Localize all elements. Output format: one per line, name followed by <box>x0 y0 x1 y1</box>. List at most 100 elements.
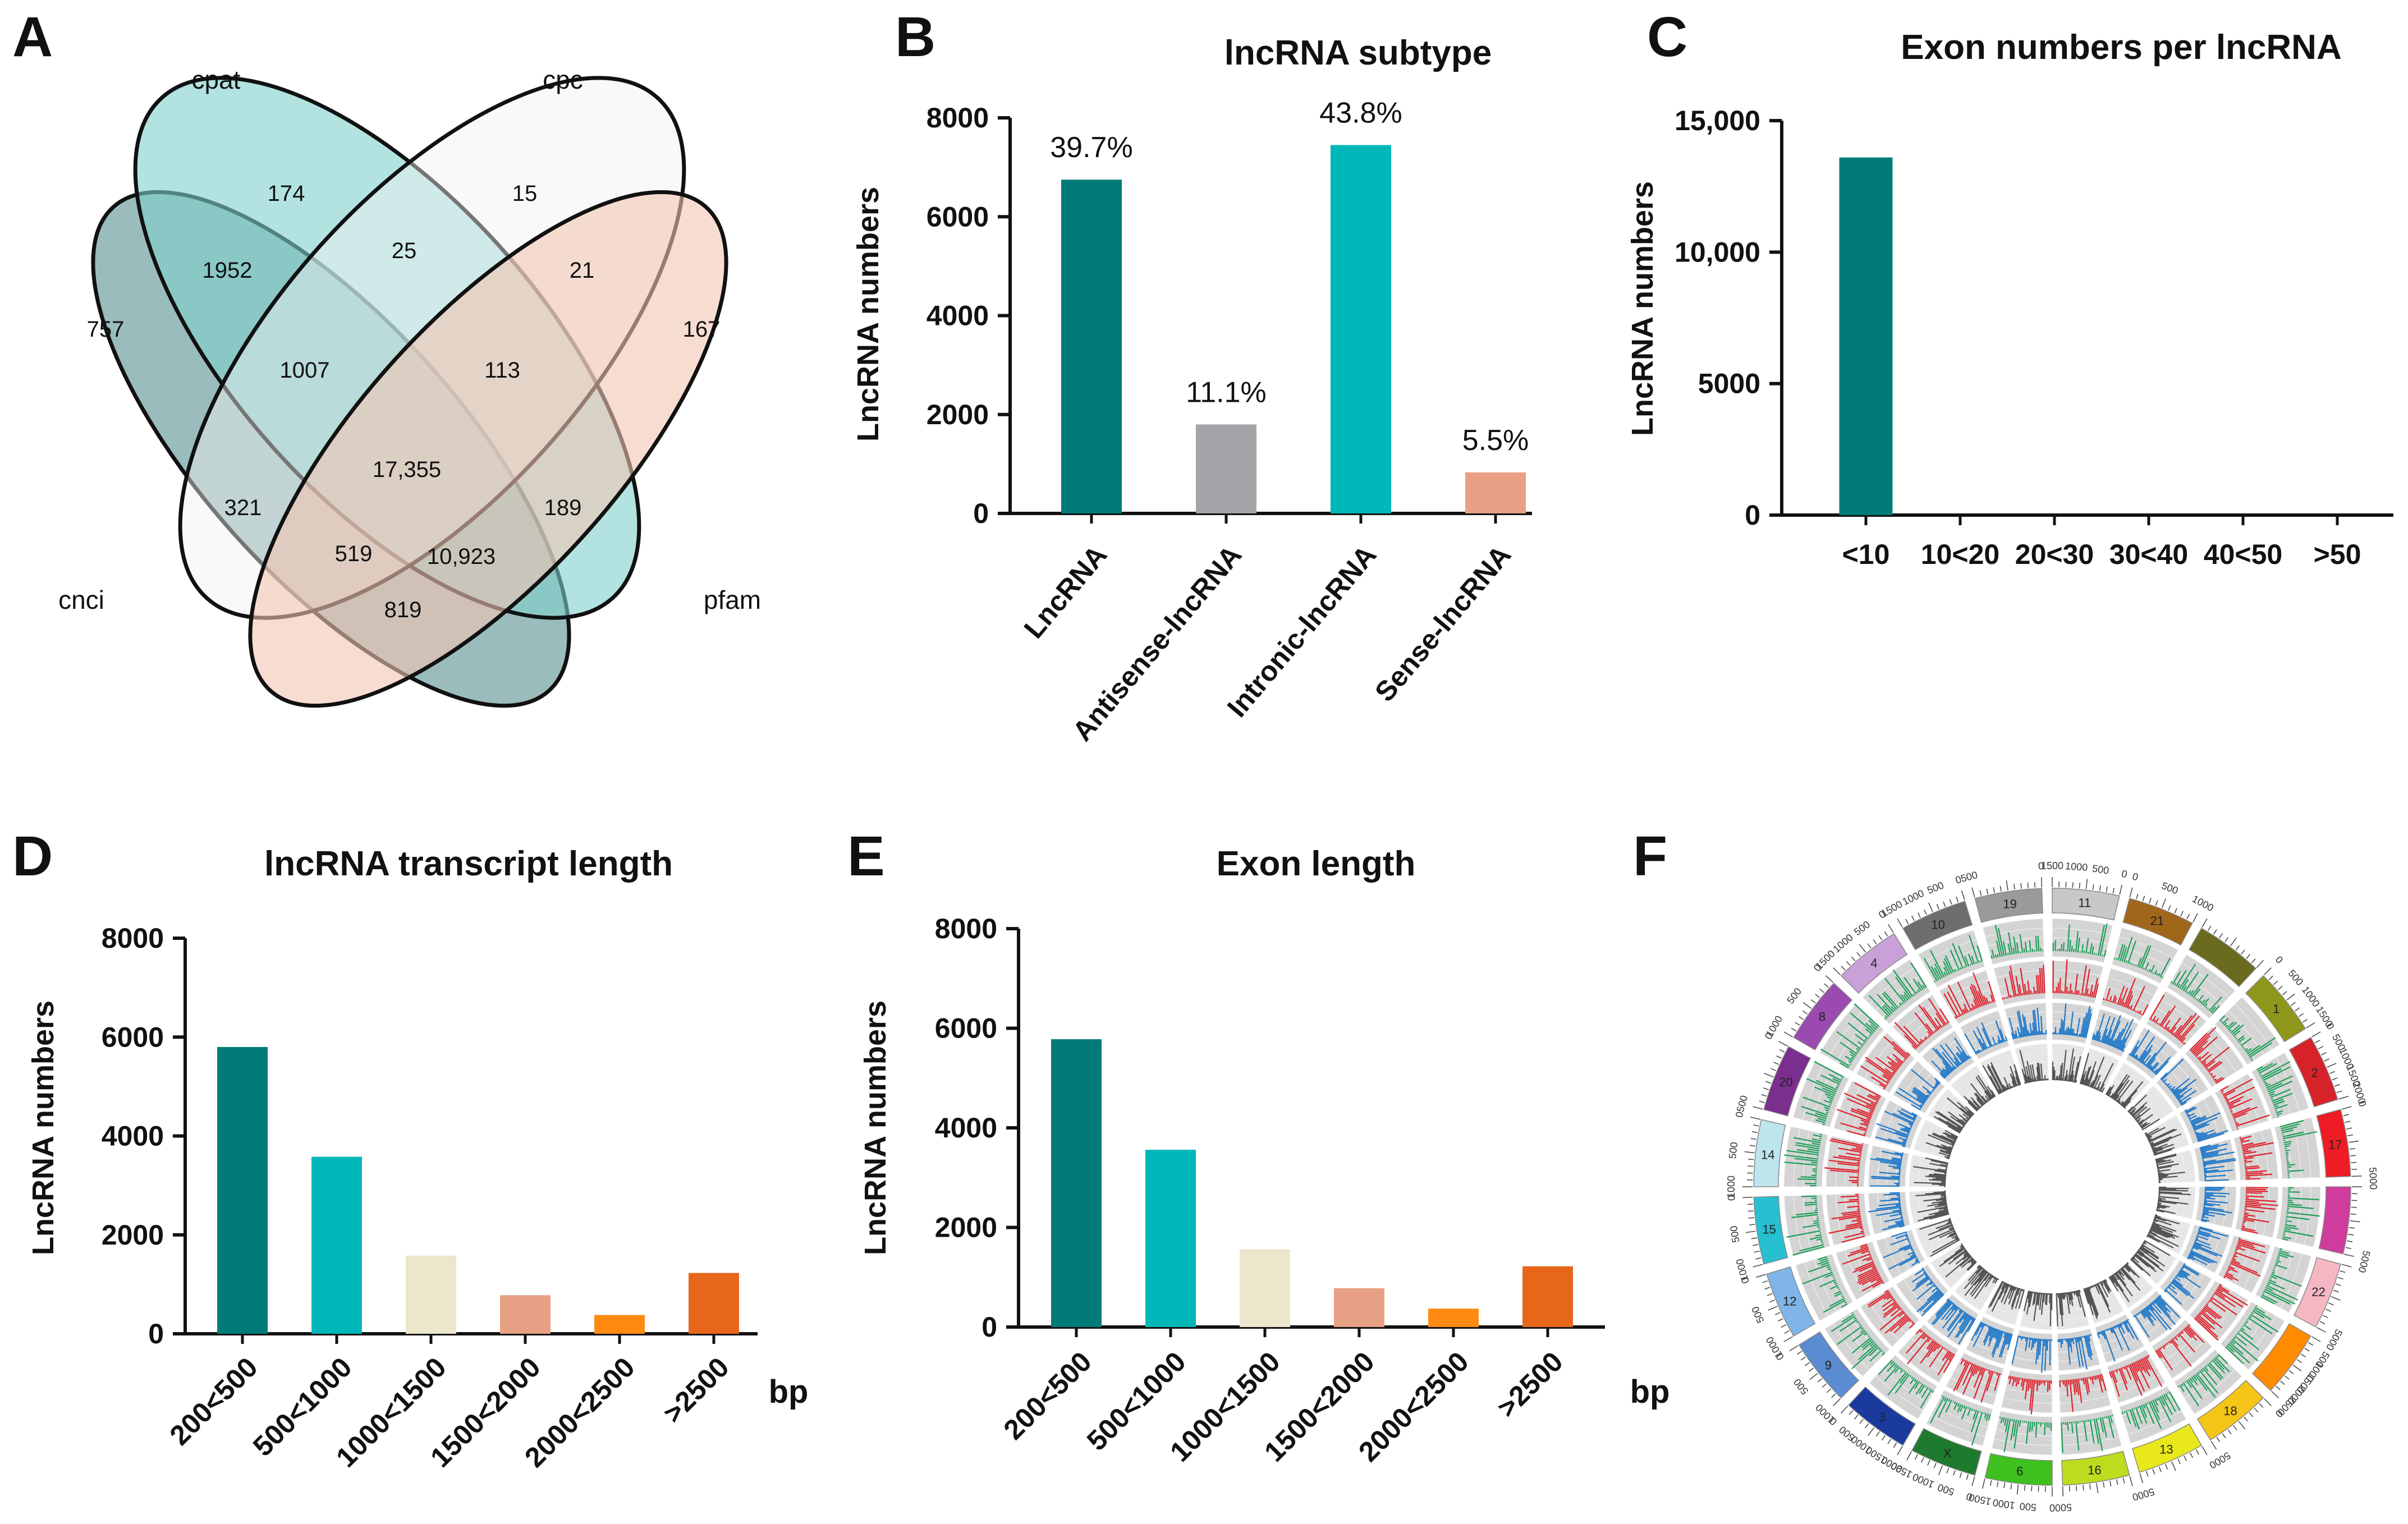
circos-grid <box>1900 1067 1925 1100</box>
circos-track-signal <box>2133 1295 2180 1338</box>
circos-chromosome-label: 13 <box>2159 1443 2173 1457</box>
circos-track-bg <box>2094 1314 2145 1364</box>
circos-grid <box>1987 937 2044 947</box>
chart-c-xtick-label: 20<30 <box>2015 539 2094 570</box>
circos-tick <box>2326 1309 2331 1312</box>
circos-tick-label: 0 <box>1965 1491 1974 1503</box>
circos-tick <box>1822 1383 1827 1388</box>
circos-tick <box>1819 988 1824 993</box>
circos-tick <box>1791 1027 1797 1032</box>
circos-tick <box>1750 1117 1760 1120</box>
circos-tick <box>2286 993 2295 1001</box>
circos-chromosome <box>1974 888 2043 923</box>
circos-tick <box>2350 1220 2360 1223</box>
circos-tick <box>1750 1138 1756 1140</box>
circos-track-signal <box>2239 1135 2274 1180</box>
venn-diagram <box>91 76 728 708</box>
circos-grid <box>2301 1119 2311 1178</box>
chart-b-xtick-label: Sense-lncRNA <box>1369 539 1517 708</box>
circos-chromosome <box>2061 1450 2130 1486</box>
circos-tick-label: 500 <box>2091 862 2110 876</box>
circos-chromosome-label: 3 <box>1879 1410 1886 1424</box>
circos-tick <box>1761 1094 1767 1097</box>
venn-count-cnci-pfam: 819 <box>384 598 422 622</box>
circos-track-signal <box>1919 1218 1960 1257</box>
circos-tick <box>2129 1476 2133 1486</box>
circos-track-signal <box>2144 1127 2182 1156</box>
chart-c-ytick-label: 15,000 <box>1675 105 1760 136</box>
circos-grid <box>2155 1007 2194 1036</box>
circos-tick-label: 500 <box>2367 1167 2379 1185</box>
circos-tick <box>2195 1449 2199 1455</box>
circos-track-signal <box>1868 962 1927 1020</box>
circos-track-signal <box>2011 1335 2052 1373</box>
panel-letter-f: F <box>1633 825 1667 888</box>
chart-d-ytick-label: 2000 <box>102 1219 164 1251</box>
circos-tick-label: 500 <box>2019 1500 2037 1513</box>
circos-track-signal <box>1842 1243 1884 1292</box>
circos-tick <box>2268 975 2273 980</box>
circos-tick <box>2165 1464 2168 1470</box>
chart-d: 02000400060008000200<500500<10001000<150… <box>102 922 758 1473</box>
circos-tick <box>2224 937 2229 943</box>
circos-tick-label: 1000 <box>1901 888 1926 907</box>
circos-tick <box>2109 1480 2112 1486</box>
circos-tick <box>2222 1433 2226 1439</box>
circos-track-signal <box>1878 1359 1934 1409</box>
circos-track-bg <box>2057 1328 2100 1371</box>
circos-tick <box>1887 1439 1891 1444</box>
circos-tick <box>2276 1385 2281 1390</box>
chart-d-bar <box>217 1046 268 1334</box>
circos-tick <box>2076 1485 2077 1491</box>
circos-chromosome <box>2052 888 2120 921</box>
venn-label-cnci: cnci <box>58 585 104 614</box>
circos-tick-label: 0 <box>2038 860 2044 871</box>
panel-letter-b: B <box>895 6 935 68</box>
circos-track-bg <box>2125 1027 2178 1080</box>
circos-tick <box>1856 952 1861 957</box>
circos-tick-label: 500 <box>1852 919 1872 938</box>
circos-track-signal <box>1860 1036 1911 1090</box>
circos-chromosome <box>1798 1331 1859 1399</box>
circos-tick <box>2006 880 2008 890</box>
circos-chromosome-label: 17 <box>2328 1138 2342 1152</box>
chart-c-ylabel: LncRNA numbers <box>1626 181 1659 436</box>
circos-grid <box>2189 1369 2236 1407</box>
circos-track-signal <box>1930 1038 1971 1079</box>
circos-tick <box>1747 1165 1754 1167</box>
circos-grid <box>1835 1194 1843 1243</box>
circos-tick-label: 500 <box>1728 1225 1741 1243</box>
circos-grid <box>2206 1232 2222 1269</box>
circos-track-signal <box>2052 959 2099 998</box>
circos-grid <box>2009 1021 2047 1027</box>
circos-tick <box>1815 994 1820 998</box>
circos-grid <box>2261 1130 2269 1179</box>
circos-grid <box>1832 1323 1870 1370</box>
chart-d-ytick-label: 0 <box>148 1318 164 1349</box>
circos-tick <box>1753 1124 1759 1127</box>
circos-tick <box>1774 1312 1781 1315</box>
circos-tick <box>2323 1315 2328 1319</box>
circos-tick <box>1771 1068 1777 1071</box>
circos-track-signal <box>1953 1357 2002 1403</box>
circos-tick <box>2238 1421 2246 1430</box>
circos-tick <box>2308 1342 2314 1346</box>
circos-track-bg <box>1856 1032 1915 1094</box>
circos-grid <box>2103 1338 2140 1355</box>
circos-tick <box>2149 898 2152 904</box>
circos-grid <box>2181 1152 2187 1182</box>
circos-grid <box>1793 1128 1801 1187</box>
circos-tick <box>2230 937 2237 947</box>
circos-tick <box>2311 1031 2321 1038</box>
chart-d-ytick-label: 6000 <box>102 1021 164 1053</box>
chart-d-bar <box>689 1273 739 1334</box>
circos-track-signal <box>2097 1319 2139 1362</box>
venn-count-cnci-cpc: 321 <box>224 495 262 520</box>
circos-chromosome-label: 8 <box>1819 1010 1826 1024</box>
circos-tick <box>1946 1467 1950 1473</box>
circos-tick <box>1897 918 1903 928</box>
circos-tick <box>2103 1482 2105 1488</box>
circos-tick <box>2277 985 2283 990</box>
chart-b-data-label: 5.5% <box>1462 424 1529 457</box>
circos-track-signal <box>1801 1061 1844 1126</box>
